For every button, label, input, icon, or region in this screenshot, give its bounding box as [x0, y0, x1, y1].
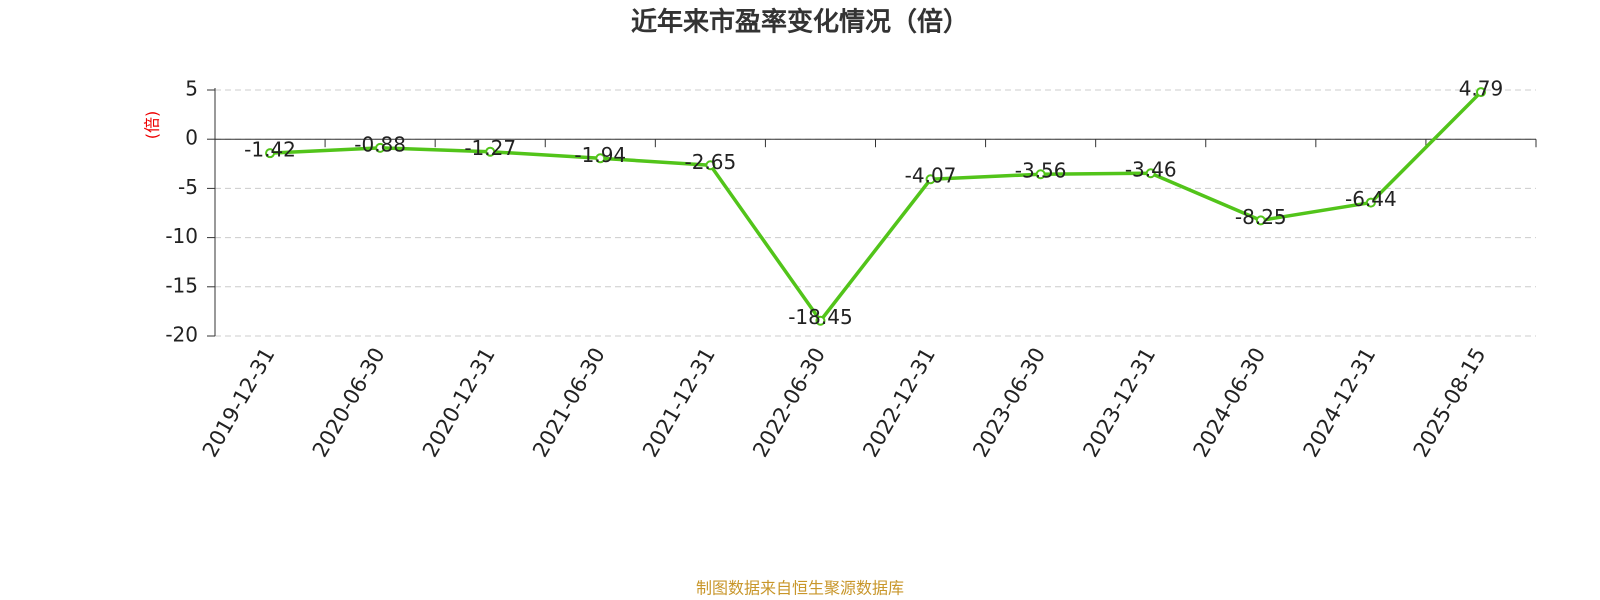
marker [1145, 168, 1156, 179]
marker [485, 146, 496, 157]
marker [265, 148, 276, 159]
marker [595, 153, 606, 164]
y-tick-label: 0 [185, 126, 198, 150]
marker [925, 174, 936, 185]
marker [375, 142, 386, 153]
chart-title: 近年来市盈率变化情况（倍） [631, 7, 969, 38]
data-label: 4.79 [1459, 77, 1504, 101]
x-tick-label: 2022-06-30 [748, 344, 830, 462]
line [269, 90, 1483, 323]
x-tick-label: 2023-06-30 [968, 344, 1050, 462]
y-tick-label: -15 [165, 273, 198, 297]
footer: 制图数据来自恒生聚源数据库 [696, 579, 904, 598]
y-tick-label: -20 [165, 323, 198, 347]
data-label: -18.45 [788, 305, 852, 329]
marker [705, 160, 716, 171]
data-label: -0.88 [354, 132, 406, 156]
marker [1475, 87, 1486, 98]
data-label: -6.44 [1345, 187, 1397, 211]
marker [1035, 169, 1046, 180]
x-tick-label: 2019-12-31 [198, 344, 280, 462]
x-tick-label: 2024-12-31 [1299, 344, 1381, 462]
x-tick-label: 2025-08-15 [1409, 344, 1491, 462]
y-axis-label: (倍) [143, 111, 162, 140]
data-label: -3.56 [1015, 159, 1067, 183]
marker [1365, 197, 1376, 208]
x-tick-label: 2021-12-31 [638, 344, 720, 462]
data-label: -8.25 [1235, 205, 1287, 229]
data-label: -3.46 [1125, 158, 1177, 182]
marker [1255, 215, 1266, 226]
x-tick-label: 2023-12-31 [1078, 344, 1160, 462]
x-tick-label: 2021-06-30 [528, 344, 610, 462]
marker [815, 315, 826, 326]
data-label: -1.27 [464, 136, 516, 160]
y-tick-label: -10 [165, 224, 198, 248]
x-tick-label: 2020-12-31 [418, 344, 500, 462]
data-label: -1.42 [244, 138, 296, 162]
data-label: -1.94 [574, 143, 626, 167]
x-tick-label: 2024-06-30 [1189, 344, 1271, 462]
x-tick-label: 2020-06-30 [308, 344, 390, 462]
data-label: -2.65 [685, 150, 737, 174]
y-tick-label: 5 [185, 77, 198, 101]
y-tick-label: -5 [178, 175, 198, 199]
x-tick-label: 2022-12-31 [858, 344, 940, 462]
data-label: -4.07 [905, 164, 957, 188]
